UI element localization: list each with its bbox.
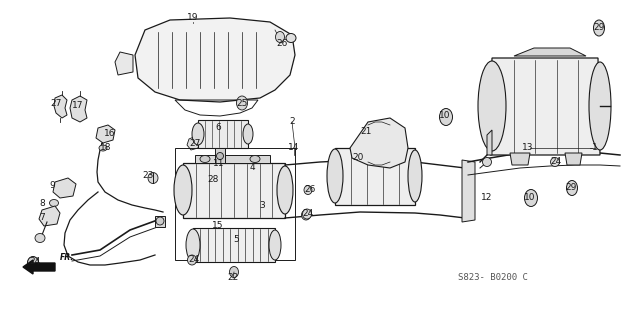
- Ellipse shape: [35, 234, 45, 243]
- Polygon shape: [514, 48, 586, 56]
- Text: 6: 6: [215, 123, 221, 132]
- Ellipse shape: [276, 31, 284, 43]
- Ellipse shape: [188, 255, 197, 265]
- Text: 1: 1: [592, 143, 598, 153]
- Text: 29: 29: [565, 183, 577, 193]
- Polygon shape: [155, 216, 165, 227]
- Text: 27: 27: [189, 139, 201, 148]
- Text: 10: 10: [524, 194, 536, 203]
- Text: 11: 11: [214, 158, 225, 167]
- Ellipse shape: [303, 209, 311, 219]
- Ellipse shape: [301, 210, 310, 220]
- Text: 22: 22: [227, 273, 239, 282]
- Ellipse shape: [28, 257, 38, 269]
- Polygon shape: [198, 120, 248, 148]
- Ellipse shape: [304, 186, 312, 195]
- Polygon shape: [215, 148, 225, 163]
- Ellipse shape: [50, 199, 58, 206]
- Text: 26: 26: [276, 38, 288, 47]
- Polygon shape: [135, 18, 295, 102]
- Ellipse shape: [28, 257, 38, 269]
- Text: 29: 29: [593, 23, 605, 33]
- Text: 24: 24: [188, 254, 200, 263]
- Ellipse shape: [192, 123, 204, 145]
- Text: 4: 4: [249, 164, 255, 172]
- Text: 5: 5: [233, 236, 239, 244]
- Text: 28: 28: [207, 174, 219, 183]
- Text: 25: 25: [236, 99, 247, 108]
- Ellipse shape: [99, 145, 107, 151]
- Polygon shape: [183, 163, 285, 218]
- Ellipse shape: [186, 229, 200, 261]
- Text: 7: 7: [39, 213, 45, 222]
- Ellipse shape: [156, 217, 164, 225]
- FancyArrow shape: [23, 260, 55, 274]
- Ellipse shape: [589, 62, 611, 150]
- Ellipse shape: [229, 267, 239, 277]
- Ellipse shape: [524, 189, 538, 206]
- Text: 2: 2: [289, 117, 295, 126]
- Polygon shape: [53, 178, 76, 198]
- Text: 14: 14: [288, 143, 300, 153]
- Polygon shape: [193, 228, 275, 262]
- Polygon shape: [187, 136, 200, 150]
- Text: 24: 24: [302, 210, 313, 219]
- Ellipse shape: [174, 165, 192, 215]
- Polygon shape: [462, 160, 475, 222]
- Polygon shape: [487, 130, 492, 155]
- Text: 24: 24: [30, 258, 41, 267]
- Polygon shape: [490, 58, 600, 155]
- Text: 15: 15: [212, 220, 224, 229]
- Text: 18: 18: [100, 143, 112, 153]
- Text: 8: 8: [39, 198, 45, 207]
- Ellipse shape: [277, 166, 293, 214]
- Ellipse shape: [237, 96, 247, 110]
- Polygon shape: [335, 148, 415, 205]
- Polygon shape: [96, 125, 115, 143]
- Ellipse shape: [408, 150, 422, 202]
- Polygon shape: [350, 118, 408, 168]
- Polygon shape: [565, 153, 582, 165]
- Text: 13: 13: [522, 143, 534, 153]
- Ellipse shape: [478, 61, 506, 151]
- Text: FR.: FR.: [60, 253, 74, 262]
- Ellipse shape: [440, 108, 453, 125]
- Text: 10: 10: [439, 111, 451, 121]
- Ellipse shape: [250, 156, 260, 163]
- Text: 27: 27: [50, 99, 62, 108]
- Ellipse shape: [551, 157, 560, 166]
- Text: 12: 12: [481, 194, 493, 203]
- Text: 3: 3: [259, 202, 265, 211]
- Text: 24: 24: [550, 157, 561, 166]
- Text: 21: 21: [360, 127, 372, 137]
- Text: 26: 26: [305, 185, 316, 194]
- Bar: [175, 148, 295, 260]
- Text: 20: 20: [352, 153, 364, 162]
- Text: 23: 23: [143, 171, 154, 180]
- Polygon shape: [510, 153, 530, 165]
- Polygon shape: [115, 52, 133, 75]
- Text: S823- B0200 C: S823- B0200 C: [458, 274, 528, 283]
- Text: 16: 16: [104, 129, 116, 138]
- Polygon shape: [39, 206, 60, 226]
- Ellipse shape: [566, 180, 578, 196]
- Ellipse shape: [269, 230, 281, 260]
- Ellipse shape: [286, 34, 296, 43]
- Text: 19: 19: [187, 13, 198, 22]
- Ellipse shape: [303, 211, 308, 215]
- Text: 9: 9: [49, 180, 55, 189]
- Ellipse shape: [200, 156, 210, 163]
- Polygon shape: [54, 95, 67, 118]
- Polygon shape: [195, 155, 270, 163]
- Ellipse shape: [217, 153, 224, 159]
- Text: 17: 17: [72, 100, 84, 109]
- Ellipse shape: [327, 149, 343, 203]
- Ellipse shape: [148, 172, 158, 183]
- Ellipse shape: [593, 20, 605, 36]
- Ellipse shape: [243, 124, 253, 144]
- Polygon shape: [70, 96, 87, 122]
- Ellipse shape: [482, 157, 492, 166]
